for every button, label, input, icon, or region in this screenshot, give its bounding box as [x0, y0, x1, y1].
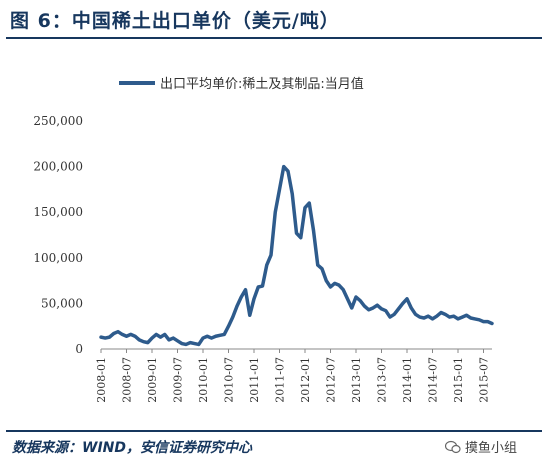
x-tick-label: 2015-07 [478, 357, 491, 403]
x-tick-label: 2011-07 [274, 357, 287, 403]
x-tick-label: 2013-01 [350, 357, 363, 403]
y-tick-label: 50,000 [41, 296, 83, 310]
watermark: 摸鱼小组 [445, 437, 517, 456]
series-line [99, 164, 494, 347]
x-tick-label: 2014-07 [427, 357, 440, 403]
y-tick-label: 150,000 [33, 205, 83, 219]
y-axis: 0 50,000 100,000 150,000 200,000 250,000 [33, 114, 83, 356]
x-tick-label: 2009-01 [146, 357, 159, 403]
source-note: 数据来源：WIND，安信证券研究中心 [12, 440, 252, 456]
watermark-text: 摸鱼小组 [465, 441, 518, 456]
legend-label: 出口平均单价:稀土及其制品:当月值 [160, 76, 364, 92]
x-tick-label: 2013-07 [376, 357, 389, 403]
y-tick-label: 250,000 [33, 114, 83, 128]
x-tick-label: 2010-07 [223, 357, 236, 403]
x-tick-label: 2012-01 [299, 357, 312, 403]
y-tick-label: 0 [75, 342, 83, 356]
legend: 出口平均单价:稀土及其制品:当月值 [119, 76, 364, 92]
y-tick-label: 100,000 [33, 251, 83, 265]
x-tick-label: 2014-01 [401, 357, 414, 403]
chat-bubble-icon [445, 440, 461, 453]
line-chart: 出口平均单价:稀土及其制品:当月值 0 50,000 100,000 150,000 2… [33, 76, 494, 403]
footer-rule [6, 430, 542, 432]
y-tick-label: 200,000 [33, 160, 83, 174]
x-tick-label: 2008-01 [95, 357, 108, 403]
x-tick-label: 2008-07 [121, 357, 134, 403]
x-axis: 2008-01 2008-07 2009-01 2009-07 2010-01 2010-… [95, 348, 492, 403]
x-tick-label: 2010-01 [197, 357, 210, 403]
x-tick-label: 2009-07 [172, 357, 185, 403]
x-tick-label: 2012-07 [325, 357, 338, 403]
x-tick-label: 2015-01 [452, 357, 465, 403]
title-rule [6, 37, 542, 39]
x-tick-label: 2011-01 [248, 357, 261, 403]
figure-title: 图 6：中国稀土出口单价（美元/吨） [10, 10, 340, 32]
